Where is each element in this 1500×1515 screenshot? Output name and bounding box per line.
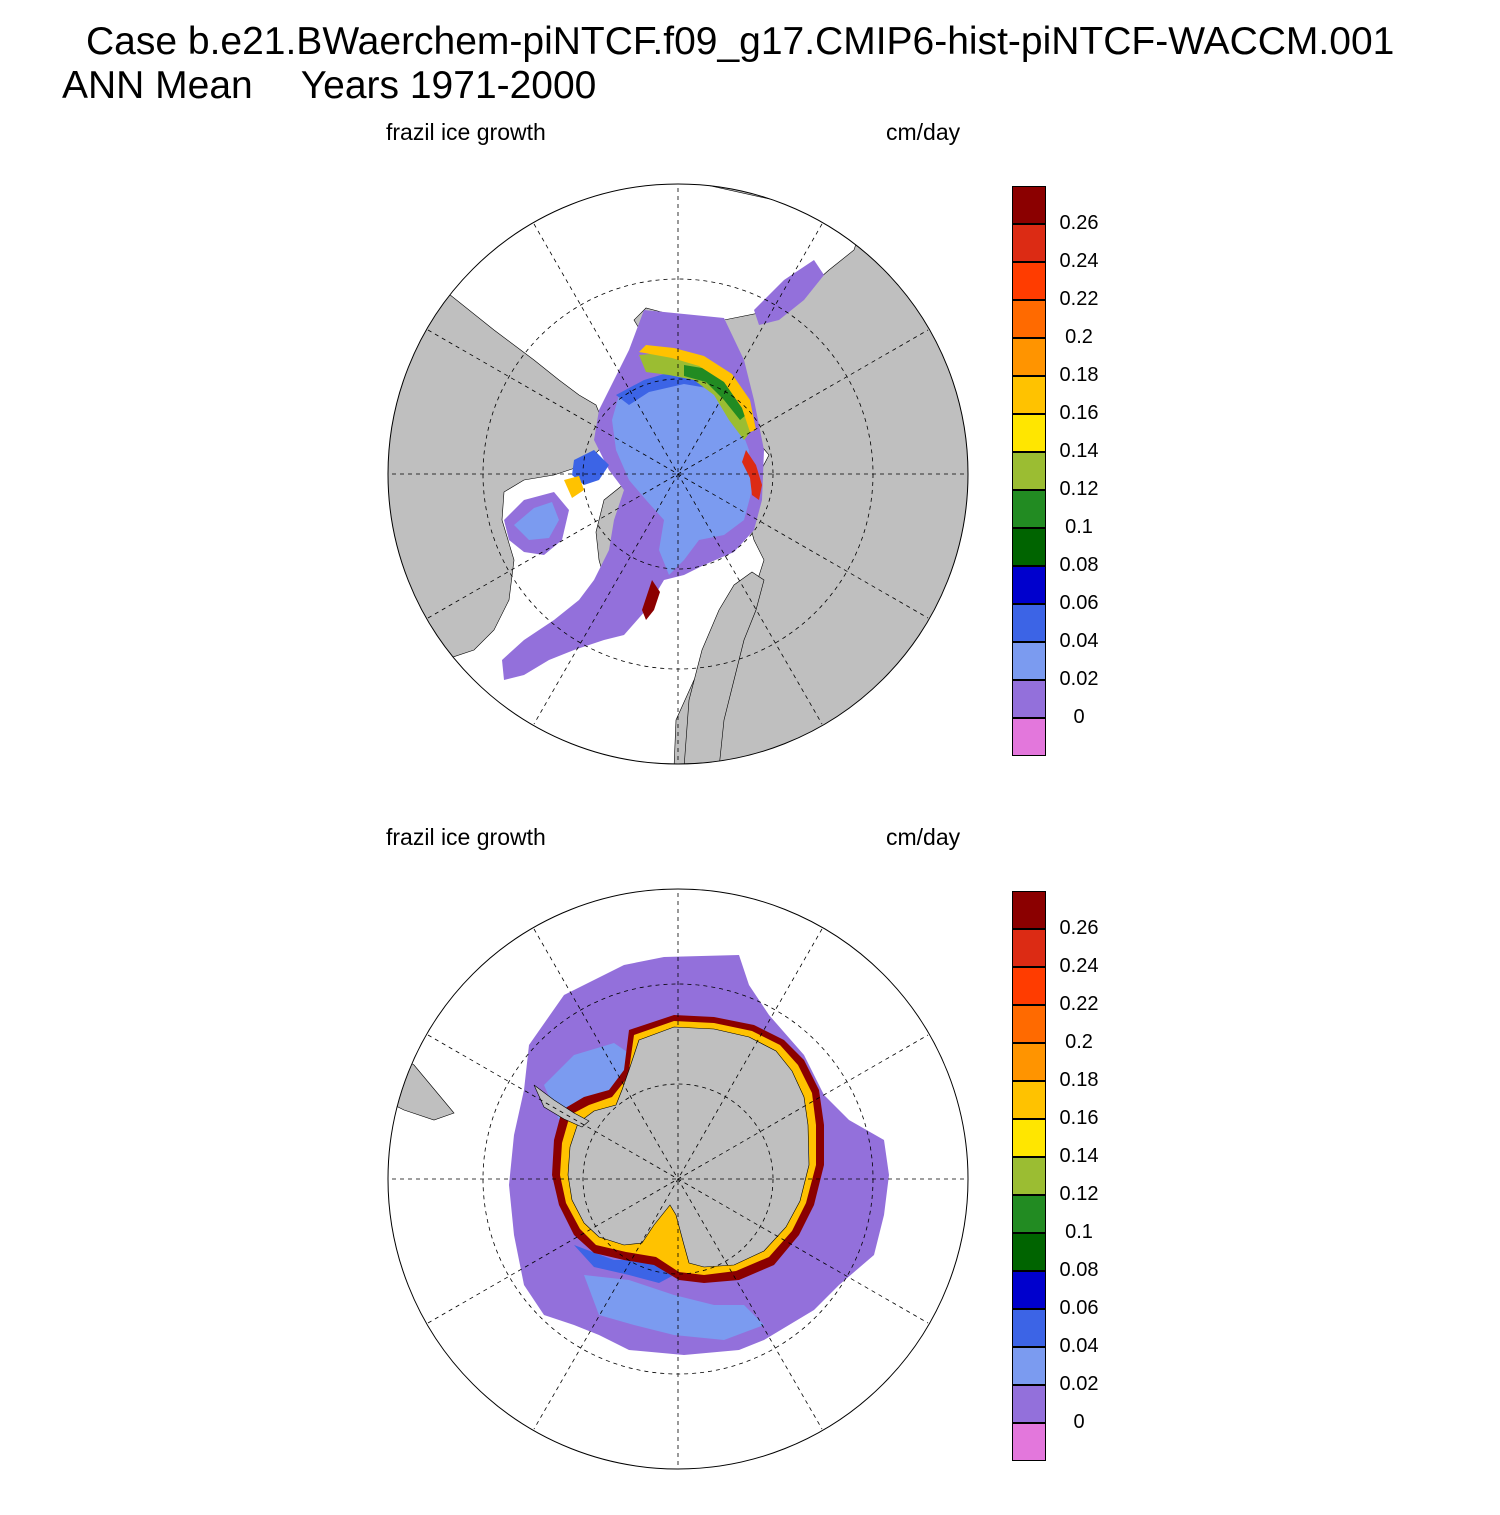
scandinavia-land: [683, 571, 765, 764]
colorbar-swatch: [1012, 490, 1046, 528]
colorbar-swatch: [1012, 186, 1046, 224]
variable-title: frazil ice growth: [386, 119, 546, 145]
siberian-coast-yellow: [639, 345, 756, 432]
colorbar-swatch: [1012, 1233, 1046, 1271]
season-label: ANN Mean: [62, 64, 253, 107]
colorbar-tick-label: 0.04: [1059, 630, 1099, 652]
graticule: [388, 889, 968, 1469]
antarctic-map: [387, 888, 969, 1470]
colorbar-swatch: [1012, 338, 1046, 376]
colorbar-swatch: [1012, 566, 1046, 604]
hudson-bay-inner: [514, 502, 559, 540]
colorbar-tick-label: 0.2: [1065, 1031, 1093, 1053]
colorbar-tick-label: 0.06: [1059, 1297, 1099, 1319]
colorbar-tick-label: 0.16: [1059, 1107, 1099, 1129]
colorbar-swatch: [1012, 1347, 1046, 1385]
colorbar-tick-label: 0.2: [1065, 326, 1093, 348]
colorbar-swatch: [1012, 680, 1046, 718]
colorbar-swatch: [1012, 967, 1046, 1005]
baffin-ice: [564, 476, 584, 498]
colorbar-tick-label: 0.22: [1059, 993, 1099, 1015]
colorbar-swatch: [1012, 1271, 1046, 1309]
colorbar-tick-label: 0.04: [1059, 1335, 1099, 1357]
colorbar-swatch: [1012, 1195, 1046, 1233]
years-label: Years 1971-2000: [300, 64, 597, 107]
variable-title: frazil ice growth: [386, 824, 546, 850]
colorbar-swatch: [1012, 891, 1046, 929]
figure-title: Case b.e21.BWaerchem-piNTCF.f09_g17.CMIP…: [0, 0, 1500, 120]
colorbar-tick-label: 0.12: [1059, 478, 1099, 500]
colorbar-swatch: [1012, 1385, 1046, 1423]
colorbar-swatch: [1012, 414, 1046, 452]
period-title: ANN Mean Years 1971-2000: [62, 64, 596, 108]
colorbar-tick-label: 0.18: [1059, 364, 1099, 386]
colorbar-swatch: [1012, 1081, 1046, 1119]
colorbar-swatch: [1012, 929, 1046, 967]
colorbar-tick-label: 0.1: [1065, 516, 1093, 538]
colorbar-tick-label: 0.14: [1059, 1145, 1099, 1167]
colorbar-swatch: [1012, 1423, 1046, 1461]
colorbar-tick-label: 0.1: [1065, 1221, 1093, 1243]
colorbar-swatch: [1012, 1043, 1046, 1081]
colorbar-swatch: [1012, 528, 1046, 566]
colorbar-tick-label: 0: [1073, 1411, 1085, 1433]
siberian-shelf-green: [639, 352, 752, 440]
bering-frazil: [754, 260, 824, 325]
colorbar-tick-label: 0.08: [1059, 554, 1099, 576]
colorbar-tick-label: 0.26: [1059, 212, 1099, 234]
colorbar-swatch: [1012, 1005, 1046, 1043]
antarctica-land: [567, 1026, 810, 1268]
colorbar-tick-label: 0: [1073, 706, 1085, 728]
colorbar-swatch: [1012, 300, 1046, 338]
graticule: [388, 184, 968, 764]
canadian-archipelago: [572, 450, 609, 485]
arctic-map: [387, 183, 969, 765]
antarctic-panel: frazil ice growth cm/day: [0, 815, 1500, 1515]
barents-edge-red: [742, 450, 762, 500]
colorbar-tick-label: 0.06: [1059, 592, 1099, 614]
antarctic-peninsula: [533, 1084, 590, 1128]
north-america-land: [388, 269, 605, 681]
case-title: Case b.e21.BWaerchem-piNTCF.f09_g17.CMIP…: [86, 20, 1395, 63]
arctic-frazil-main: [612, 370, 752, 575]
colorbar: 0.26 0.24 0.22 0.2 0.18 0.16 0.14 0.12 0.1 0.08 0.…: [1012, 186, 1112, 758]
colorbar-swatch: [1012, 376, 1046, 414]
map-border: [387, 888, 969, 1470]
colorbar-tick-label: 0.18: [1059, 1069, 1099, 1091]
colorbar-swatch: [1012, 224, 1046, 262]
colorbar-tick-label: 0.26: [1059, 917, 1099, 939]
colorbar-swatch: [1012, 262, 1046, 300]
colorbar-tick-label: 0.08: [1059, 1259, 1099, 1281]
weddell-frazil: [584, 1275, 764, 1340]
ross-coastal-blue: [574, 1245, 674, 1283]
units-title: cm/day: [886, 119, 961, 145]
colorbar-swatch: [1012, 604, 1046, 642]
colorbar-tick-label: 0.24: [1059, 955, 1099, 977]
units-title: cm/day: [886, 824, 961, 850]
colorbar: 0.26 0.24 0.22 0.2 0.18 0.16 0.14 0.12 0.1 0.08 0.…: [1012, 891, 1112, 1463]
colorbar-tick-label: 0.22: [1059, 288, 1099, 310]
map-border: [387, 183, 969, 765]
colorbar-tick-label: 0.16: [1059, 402, 1099, 424]
siberian-shelf-darkgreen: [684, 365, 746, 420]
colorbar-tick-label: 0.12: [1059, 1183, 1099, 1205]
greenland-east-red: [642, 580, 660, 620]
colorbar-swatch: [1012, 1309, 1046, 1347]
colorbar-swatch: [1012, 1157, 1046, 1195]
colorbar-swatch: [1012, 1119, 1046, 1157]
colorbar-tick-label: 0.24: [1059, 250, 1099, 272]
colorbar-tick-label: 0.02: [1059, 1373, 1099, 1395]
arctic-panel: frazil ice growth cm/day: [0, 110, 1500, 810]
colorbar-swatch: [1012, 718, 1046, 756]
colorbar-tick-label: 0.14: [1059, 440, 1099, 462]
colorbar-swatch: [1012, 642, 1046, 680]
colorbar-tick-label: 0.02: [1059, 668, 1099, 690]
colorbar-swatch: [1012, 452, 1046, 490]
